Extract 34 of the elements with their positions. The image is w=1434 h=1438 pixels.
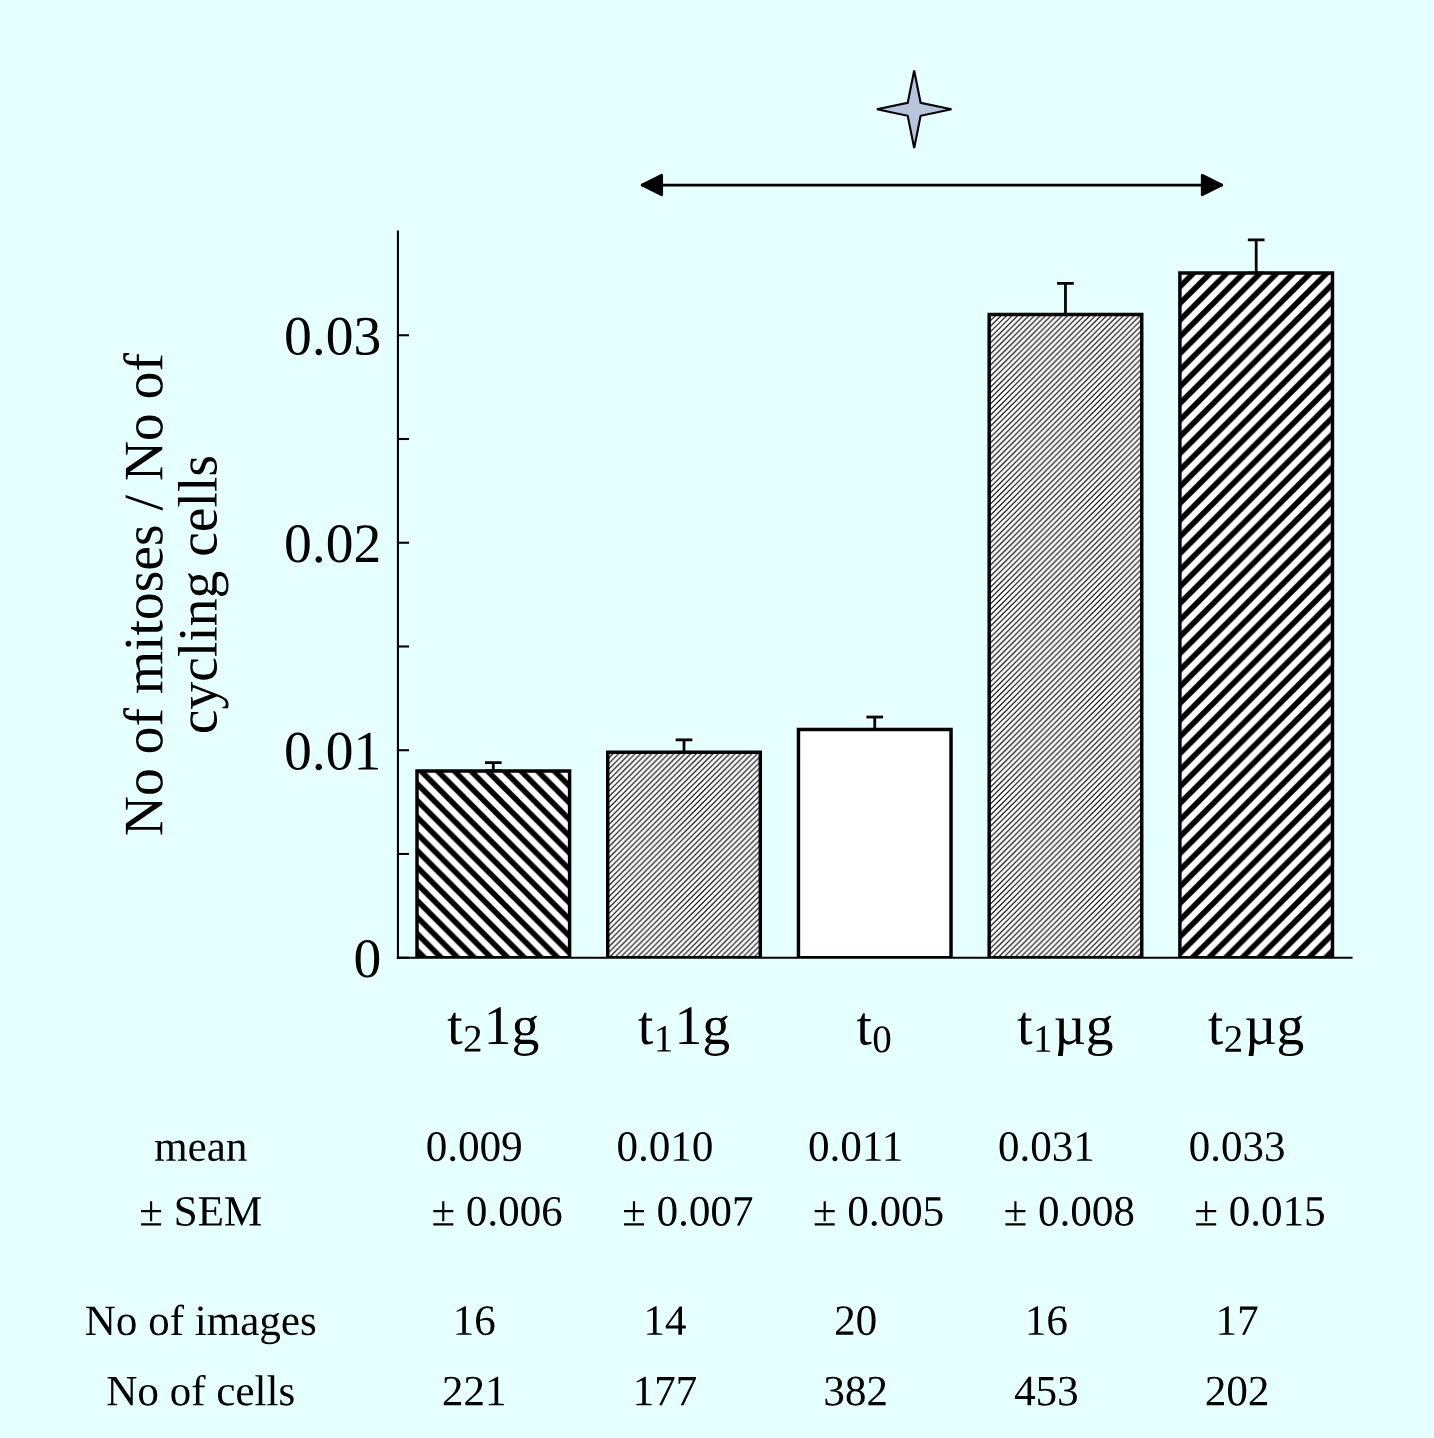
data-label: 0.009 (427, 1132, 521, 1162)
y-tick-label: 0.02 (286, 525, 379, 563)
text: mean (155, 1140, 247, 1162)
text: ± 0.015 (1196, 1196, 1324, 1227)
data-label: 0.031 (999, 1132, 1093, 1162)
x-tick-label: t$_{2}$1g (447, 1007, 539, 1056)
x-tick-label: t$_{1}$µg (1017, 1012, 1113, 1057)
text: 14 (647, 1306, 686, 1335)
x-tick-label: t$_{2}$µg (1208, 1012, 1304, 1057)
text: 16 (1028, 1306, 1067, 1336)
text: ± 0.005 (814, 1196, 943, 1227)
data-label: 0.033 (1190, 1132, 1284, 1162)
data-label: 0.011 (809, 1132, 901, 1162)
y-axis-title: No of mitoses / No of cycling cells (123, 353, 229, 835)
text: No of images (86, 1304, 316, 1345)
text: ± 0.007 (623, 1196, 753, 1227)
data-label: 0.010 (618, 1132, 712, 1162)
text: 177 (636, 1376, 696, 1406)
text: ± 0.008 (1005, 1196, 1134, 1227)
text: 382 (825, 1376, 886, 1406)
y-tick-label: 0 (355, 940, 380, 978)
y-tick-label: 0.01 (286, 732, 378, 771)
text: No of cells (107, 1374, 294, 1406)
text: 20 (836, 1306, 876, 1336)
text: 453 (1014, 1376, 1077, 1406)
x-tick-label: t$_{1}$1g (638, 1007, 729, 1056)
text: ± 0.006 (433, 1196, 562, 1227)
x-tick-label: t$_{0}$ (856, 1013, 891, 1053)
text: 221 (443, 1376, 504, 1406)
text: 16 (456, 1306, 495, 1336)
y-tick-label: 0.03 (286, 317, 380, 356)
text: ± SEM (141, 1196, 261, 1226)
text: 17 (1219, 1306, 1258, 1335)
text: 202 (1206, 1376, 1268, 1406)
